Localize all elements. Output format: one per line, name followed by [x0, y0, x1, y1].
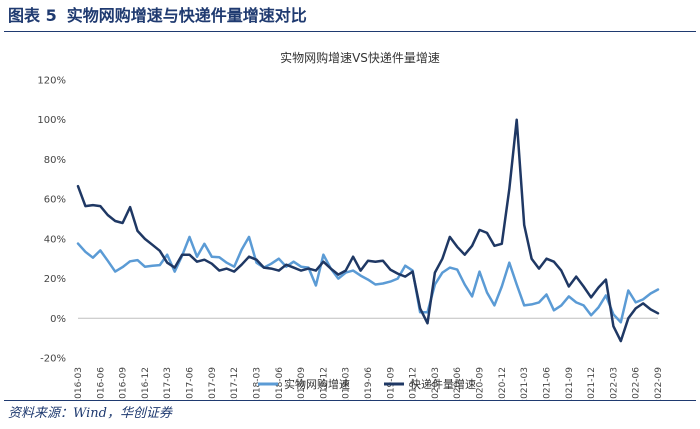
x-tick-label: 2022-03 [609, 367, 619, 400]
y-tick-label: 40% [44, 234, 66, 245]
x-tick-label: 2018-09 [297, 367, 307, 400]
x-tick-label: 2018-06 [275, 367, 285, 400]
title-divider [4, 31, 696, 32]
x-tick-label: 2017-12 [230, 367, 240, 400]
series-lines [76, 118, 660, 343]
x-tick-label: 2022-06 [632, 367, 642, 400]
x-tick-label: 2017-09 [208, 367, 218, 400]
line-chart: 实物网购增速VS快递件量增速 -20% 0% 20% 40% 60% 80% 100% 120… [37, 50, 664, 400]
y-tick-label: 100% [37, 115, 66, 126]
x-axis: 2016-03 2016-06 2016-09 2016-12 2017-03 2017-… [74, 367, 664, 400]
x-tick-label: 2016-12 [141, 367, 151, 400]
series-line-2 [76, 118, 660, 343]
x-tick-label: 2020-09 [476, 367, 486, 400]
legend-label: 实物网购增速 [284, 377, 350, 391]
legend-label: 快递件量增速 [410, 377, 476, 391]
y-tick-label: 20% [44, 274, 66, 285]
x-tick-label: 2018-12 [319, 367, 329, 400]
x-tick-label: 2021-06 [542, 367, 552, 400]
figure-number: 图表 5 [8, 6, 57, 25]
source-divider [4, 400, 696, 401]
y-axis: -20% 0% 20% 40% 60% 80% 100% 120% [37, 76, 658, 365]
y-tick-label: 120% [37, 76, 66, 87]
x-tick-label: 2019-03 [342, 367, 352, 400]
y-tick-label: 60% [44, 195, 66, 206]
x-tick-label: 2016-03 [74, 367, 84, 400]
x-tick-label: 2022-09 [654, 367, 664, 400]
chart-legend: 实物网购增速 快递件量增速 [258, 377, 476, 391]
figure-title: 图表 5 实物网购增速与快递件量增速对比 [8, 3, 317, 29]
x-tick-label: 2021-03 [520, 367, 530, 400]
figure-title-text: 实物网购增速与快递件量增速对比 [66, 6, 307, 25]
y-tick-label: 80% [44, 155, 66, 166]
x-tick-label: 2020-12 [498, 367, 508, 400]
source-note: 资料来源：Wind，华创证券 [8, 406, 172, 421]
y-tick-label: 0% [50, 314, 66, 325]
x-tick-label: 2021-09 [565, 367, 575, 400]
series-line-1 [76, 235, 660, 324]
x-tick-label: 2020-03 [431, 367, 441, 400]
chart-title: 实物网购增速VS快递件量增速 [280, 50, 440, 65]
x-tick-label: 2016-06 [96, 367, 106, 400]
x-tick-label: 2021-12 [587, 367, 597, 400]
x-tick-label: 2017-06 [186, 367, 196, 400]
x-tick-label: 2020-06 [453, 367, 463, 400]
x-tick-label: 2016-09 [119, 367, 129, 400]
x-tick-label: 2017-03 [163, 367, 173, 400]
x-tick-label: 2018-03 [252, 367, 262, 400]
x-tick-label: 2019-12 [409, 367, 419, 400]
y-tick-label: -20% [40, 354, 66, 365]
x-tick-label: 2019-06 [364, 367, 374, 400]
